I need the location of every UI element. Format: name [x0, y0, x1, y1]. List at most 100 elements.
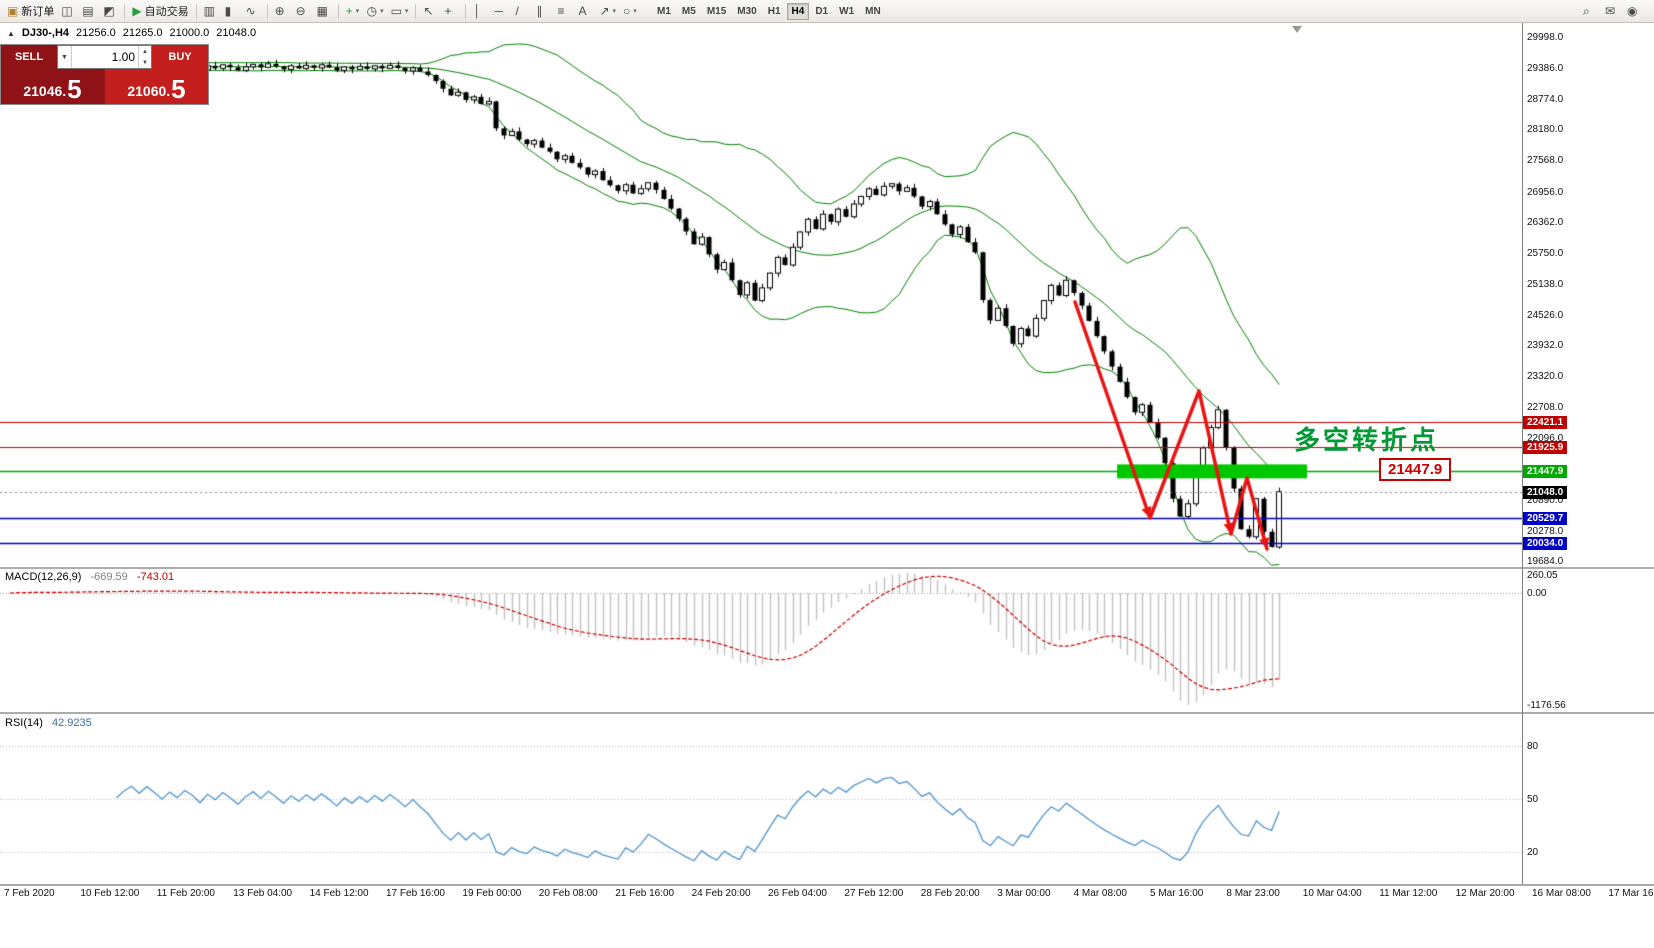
new-order-icon: ▣ — [7, 4, 19, 18]
price-axis-label: 23932.0 — [1527, 340, 1564, 352]
buy-price-button[interactable]: 21060. 5 — [104, 69, 208, 104]
data-window-icon[interactable]: ▤ — [79, 2, 99, 21]
macd-panel-canvas[interactable] — [0, 569, 1522, 712]
toolbar-right-icons: ⌕ ✉ ◉ — [1580, 2, 1650, 21]
time-axis-label: 28 Feb 20:00 — [920, 888, 980, 899]
toolbar-separator — [124, 3, 126, 19]
price-axis-label: 28180.0 — [1527, 124, 1564, 136]
shapes-button[interactable]: ○ ▾ — [620, 2, 640, 21]
macd-rsi-splitter[interactable] — [0, 712, 1654, 714]
crosshair-icon: + — [444, 4, 452, 18]
timeframe-mn[interactable]: MN — [860, 3, 886, 20]
main-chart-canvas[interactable] — [0, 23, 1522, 567]
chart-shift-marker[interactable] — [1292, 26, 1302, 33]
navigator-icon[interactable]: ◩ — [100, 2, 120, 21]
chart-title-overlay: ▲ DJ30-,H4 21256.0 21265.0 21000.0 21048… — [7, 27, 256, 39]
bar-chart-icon-icon: ▥ — [203, 4, 215, 18]
indicators-button-dropdown-icon[interactable]: ▾ — [355, 8, 360, 15]
one-click-trade-panel: SELL ▼ 1.00 ▲ ▼ BUY 21046. 5 21060. 5 — [0, 44, 209, 105]
time-axis-label: 24 Feb 20:00 — [691, 888, 751, 899]
rsi-axis-label: 20 — [1527, 847, 1539, 858]
price-axis-label: 26956.0 — [1527, 186, 1564, 198]
candlestick-chart-icon[interactable]: ▮ — [222, 2, 242, 21]
price-axis-label: 23320.0 — [1527, 371, 1564, 383]
time-axis-label: 27 Feb 12:00 — [844, 888, 904, 899]
community-button[interactable]: ◉ — [1624, 2, 1644, 21]
toolbar-separator — [415, 3, 417, 19]
lot-size-field[interactable]: ▼ 1.00 ▲ ▼ — [57, 45, 152, 69]
vertical-line-button[interactable]: │ — [470, 2, 490, 21]
tile-windows-button[interactable]: ▦ — [314, 2, 334, 21]
timeframe-m1[interactable]: M1 — [652, 3, 676, 20]
templates-button[interactable]: ▭ ▾ — [388, 2, 412, 21]
community-icon: ◉ — [1627, 4, 1638, 18]
rsi-panel-canvas[interactable] — [0, 714, 1522, 884]
macd-axis-label: 260.05 — [1527, 570, 1558, 581]
timeframe-h4[interactable]: H4 — [786, 2, 810, 20]
zoom-out-icon: ⊖ — [295, 4, 306, 18]
arrows-button[interactable]: ↗ ▾ — [596, 2, 619, 21]
time-axis-label: 10 Mar 04:00 — [1302, 888, 1362, 899]
lot-spin-up-icon[interactable]: ▲ — [142, 48, 148, 55]
time-axis-label: 20 Feb 08:00 — [538, 888, 598, 899]
timeframe-m5[interactable]: M5 — [677, 3, 701, 20]
price-axis-label: 24526.0 — [1527, 310, 1564, 321]
lot-dropdown-icon[interactable]: ▼ — [58, 46, 72, 68]
price-axis-label: 29998.0 — [1527, 32, 1564, 43]
toolbar: ▣ 新订单 ◫ ▤ ◩ ▶ 自动交易 ▥ ▮ ∿ ⊕ ⊖ ▦ + ▾ ◷ ▾ ▭ ▾ ↖ + │ ─ / ∥ ≡ A ↗ ▾ ○ ▾ M1 M5… — [0, 0, 1654, 23]
buy-button[interactable]: BUY — [152, 45, 208, 69]
timeframe-w1[interactable]: W1 — [834, 3, 859, 20]
lot-spin-down-icon[interactable]: ▼ — [142, 59, 148, 66]
price-axis-label: 22708.0 — [1527, 402, 1564, 414]
market-watch-icon[interactable]: ◫ — [58, 2, 78, 21]
price-axis-label: 28774.0 — [1527, 94, 1564, 106]
crosshair-button[interactable]: + — [441, 2, 461, 21]
timeframe-d1[interactable]: D1 — [810, 3, 833, 20]
channel-icon: ∥ — [536, 4, 543, 18]
lot-size-value[interactable]: 1.00 — [111, 50, 135, 64]
search-button[interactable]: ⌕ — [1580, 2, 1600, 21]
arrows-button-dropdown-icon[interactable]: ▾ — [612, 8, 617, 15]
autotrading-button[interactable]: ▶ 自动交易 — [129, 2, 191, 21]
periods-button-dropdown-icon[interactable]: ▾ — [380, 8, 384, 15]
zoom-in-button[interactable]: ⊕ — [272, 2, 292, 21]
zoom-out-button[interactable]: ⊖ — [293, 2, 313, 21]
timeframe-m15[interactable]: M15 — [702, 3, 731, 20]
horizontal-line-button[interactable]: ─ — [491, 2, 511, 21]
toolbar-group-orders: ▣ 新订单 ◫ ▤ ◩ — [4, 2, 120, 21]
text-button[interactable]: A — [575, 2, 595, 21]
chart-high-value: 21265.0 — [122, 27, 163, 39]
shapes-button-dropdown-icon[interactable]: ▾ — [633, 8, 637, 15]
trendline-icon: / — [515, 4, 519, 18]
macd-name: MACD(12,26,9) — [5, 571, 82, 583]
toolbar-group-objects: │ ─ / ∥ ≡ A ↗ ▾ ○ ▾ — [470, 2, 640, 21]
candlestick-chart-icon-icon: ▮ — [224, 4, 232, 18]
main-macd-splitter[interactable] — [0, 567, 1654, 569]
toolbar-separator — [266, 3, 268, 19]
sell-price-button[interactable]: 21046. 5 — [1, 69, 104, 104]
new-order-button[interactable]: ▣ 新订单 — [4, 2, 57, 21]
price-axis-border — [1522, 23, 1523, 884]
lot-spinner[interactable]: ▲ ▼ — [138, 46, 151, 68]
channel-button[interactable]: ∥ — [533, 2, 553, 21]
templates-button-dropdown-icon[interactable]: ▾ — [404, 8, 409, 15]
fibonacci-button[interactable]: ≡ — [554, 2, 574, 21]
timeframe-m30[interactable]: M30 — [732, 3, 761, 20]
indicators-button[interactable]: + ▾ — [343, 2, 363, 21]
bar-chart-icon[interactable]: ▥ — [201, 2, 221, 21]
macd-axis-label: 0.00 — [1527, 588, 1547, 599]
cursor-button[interactable]: ↖ — [420, 2, 440, 21]
line-chart-icon[interactable]: ∿ — [243, 2, 263, 21]
rsi-axis-label: 80 — [1527, 741, 1539, 752]
toolbar-group-chart-types: ▥ ▮ ∿ — [201, 2, 263, 21]
time-axis-label: 4 Mar 08:00 — [1073, 888, 1127, 899]
periods-icon: ◷ — [366, 4, 378, 18]
timeframe-h1[interactable]: H1 — [763, 3, 786, 20]
trendline-button[interactable]: / — [512, 2, 532, 21]
templates-icon: ▭ — [390, 4, 402, 18]
price-callout-label: 21447.9 — [1379, 458, 1452, 481]
periods-button[interactable]: ◷ ▾ — [364, 2, 387, 21]
sell-button[interactable]: SELL — [1, 45, 57, 69]
mailbox-button[interactable]: ✉ — [1602, 2, 1622, 21]
